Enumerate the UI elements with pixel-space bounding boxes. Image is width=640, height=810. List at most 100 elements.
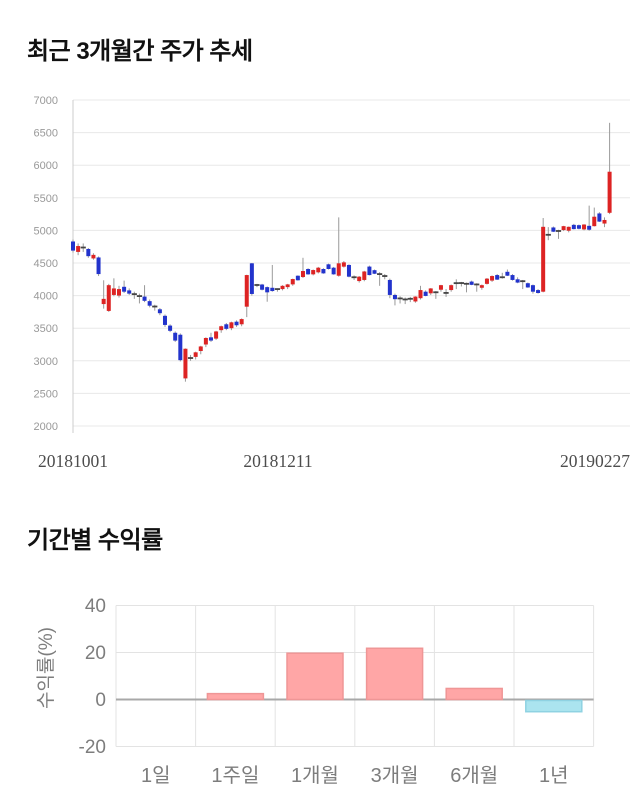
candle-body (346, 264, 351, 277)
candle-body (357, 276, 362, 282)
candle-doji (351, 276, 357, 279)
candle-body (321, 268, 326, 274)
candle-doji (474, 283, 480, 286)
y-axis-tick-label: 7000 (34, 95, 58, 107)
candle-body (178, 334, 183, 361)
candle-body (469, 281, 474, 285)
candle-body (336, 263, 341, 276)
candle-body (597, 213, 602, 222)
candle-body (71, 241, 75, 251)
candle-body (173, 332, 178, 341)
return-bar (445, 687, 503, 701)
candle-body (111, 288, 116, 295)
candle-body (239, 319, 244, 325)
y-axis-tick-label: 5500 (34, 193, 58, 205)
candle-doji (187, 357, 194, 359)
candle-body (449, 285, 454, 291)
y-axis-tick-label: 2000 (34, 421, 58, 433)
candle-body (265, 287, 270, 293)
candle-body (96, 257, 101, 275)
candle-body (418, 290, 423, 299)
y-axis-tick-label: 3500 (34, 323, 58, 335)
candle-body (592, 216, 597, 227)
candle-body (219, 326, 224, 331)
candle-doji (499, 276, 505, 279)
candle-body (607, 171, 612, 213)
candle-doji (555, 230, 562, 232)
return-bar (525, 699, 583, 713)
candle-body (479, 285, 484, 288)
candle-body (413, 296, 418, 302)
candle-body (515, 279, 520, 283)
candle-body (387, 279, 392, 295)
candle-body (541, 226, 546, 292)
candle-doji (433, 291, 439, 294)
candle-body (602, 219, 607, 224)
candle-body (193, 352, 198, 357)
y-axis-title: 수익률(%) (35, 627, 57, 709)
candle-body (341, 262, 346, 267)
candle-body (372, 270, 377, 274)
y-axis-tick-label: 6500 (34, 128, 58, 140)
candle-body (495, 275, 500, 280)
candle-body (270, 287, 275, 292)
candle-body (571, 224, 576, 230)
candle-body (157, 309, 162, 314)
candle-doji (397, 297, 403, 300)
candle-doji (131, 293, 137, 296)
candle-body (326, 264, 331, 269)
candle-doji (402, 298, 408, 301)
candle-doji (545, 233, 551, 236)
price-chart-title: 최근 3개월간 주가 추세 (27, 38, 253, 65)
candle-body (224, 324, 229, 329)
candle-body (285, 284, 290, 288)
candle-body (290, 279, 295, 285)
candle-body (392, 294, 397, 300)
candle-body (229, 322, 234, 329)
candle-body (306, 268, 311, 275)
candle-body (490, 276, 495, 281)
candle-body (505, 271, 510, 276)
candle-body (208, 337, 213, 341)
y-axis-tick-label: 4500 (34, 258, 58, 270)
candle-body (438, 285, 443, 290)
candle-body (331, 267, 336, 275)
candle-doji (80, 246, 86, 249)
candle-body (116, 289, 121, 296)
candle-body (249, 263, 254, 294)
candle-doji (443, 292, 449, 294)
candle-body (423, 291, 428, 296)
x-category-label: 3개월 (371, 764, 419, 787)
candle-body (561, 226, 566, 231)
candle-body (122, 286, 127, 292)
candle-body (484, 278, 489, 284)
x-axis-label-end: 20190227 (560, 451, 630, 471)
return-bar (365, 647, 424, 701)
candle-body (367, 266, 372, 276)
return-bar (206, 692, 265, 701)
candle-body (428, 288, 433, 294)
candle-doji (407, 297, 413, 300)
candle-body (127, 290, 132, 294)
candle-doji (520, 280, 526, 283)
candle-doji (458, 282, 464, 284)
candle-body (162, 315, 167, 325)
y-axis-tick-label: 2500 (34, 388, 58, 400)
candle-body (198, 346, 203, 352)
y-axis-tick-label: 40 (85, 596, 106, 617)
candle-body (587, 225, 592, 230)
candle-doji (136, 295, 143, 297)
candle-body (244, 275, 249, 307)
price-candlestick-chart: 7000 6500 6000 5500 5000 4500 4000 3500 3000 2500… (34, 95, 631, 471)
candle-body (86, 248, 91, 257)
candle-body (214, 331, 219, 339)
candle-doji (152, 305, 158, 308)
candle-body (76, 246, 81, 252)
candle-body (260, 284, 265, 290)
x-axis-label-start: 20181001 (38, 451, 108, 471)
candle-body (566, 226, 571, 231)
candle-body (147, 301, 152, 306)
return-bar (286, 652, 344, 701)
y-axis-tick-label: 5000 (34, 225, 58, 237)
candle-body (525, 283, 530, 288)
